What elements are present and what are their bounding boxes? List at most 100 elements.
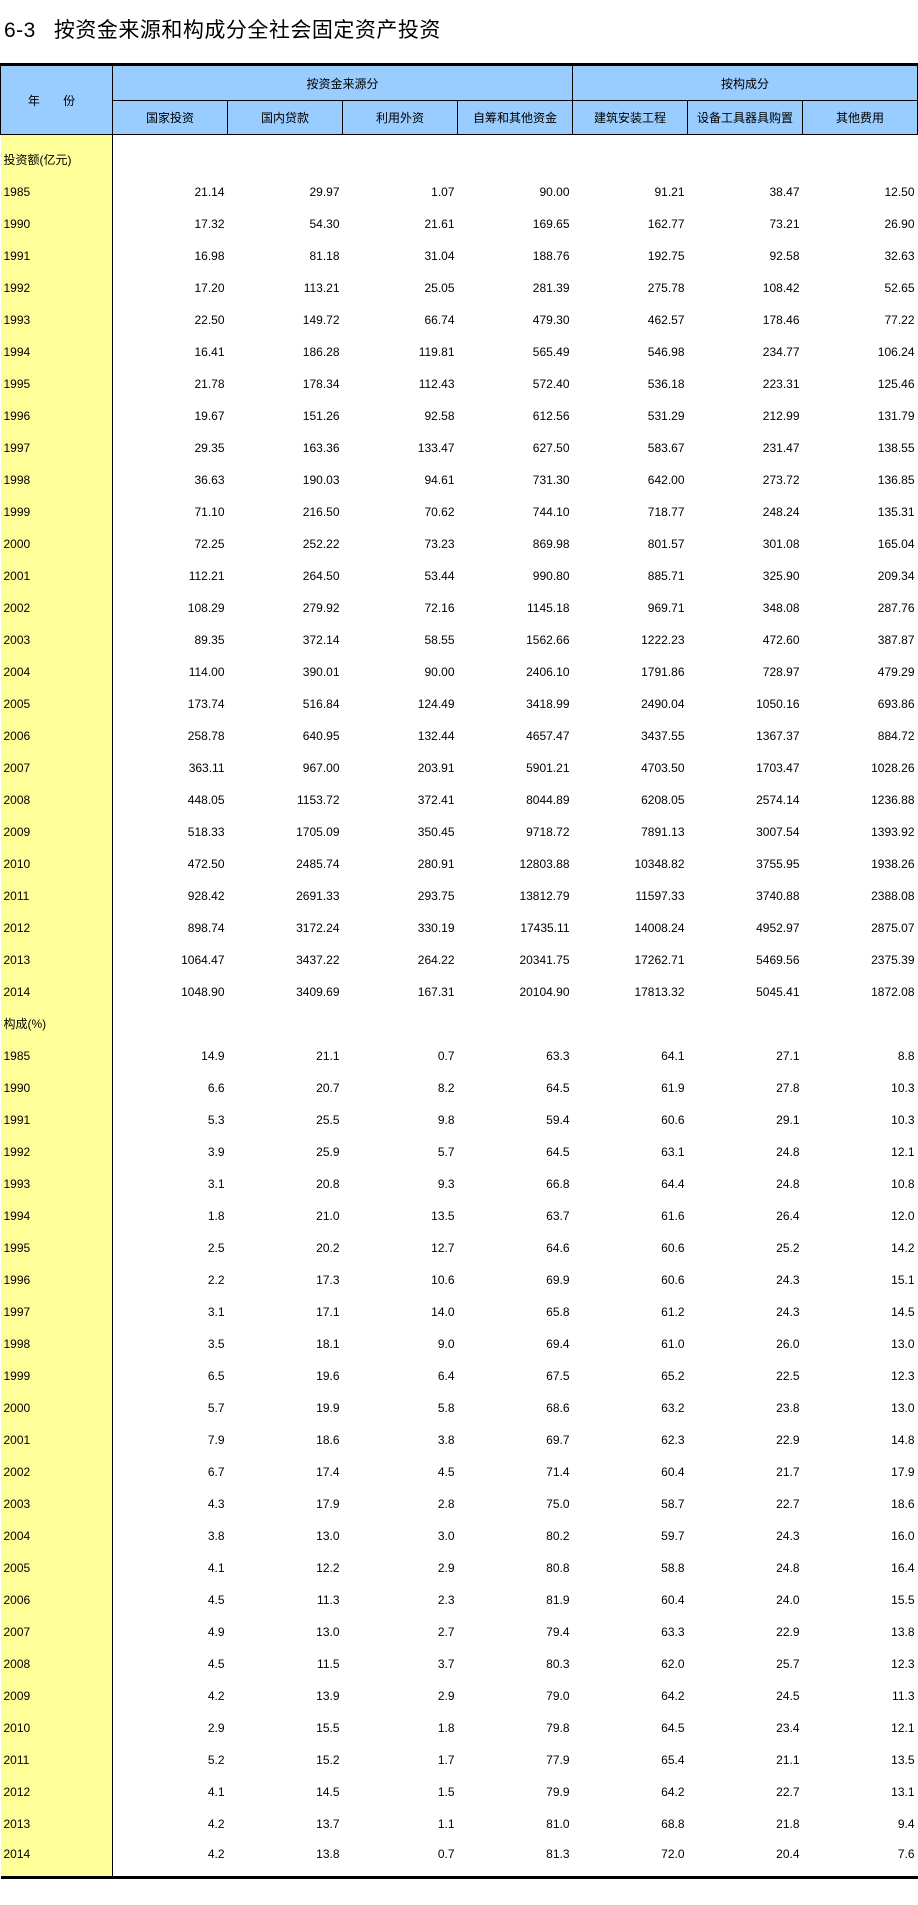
value-cell: 612.56 bbox=[532, 409, 570, 423]
value-cell: 13.7 bbox=[316, 1817, 340, 1831]
value-cell: 59.4 bbox=[546, 1113, 570, 1127]
value-cell: 66.74 bbox=[424, 313, 455, 327]
table-row: 1992 17.20 113.21 25.05 281.39 275.78 108.42 52… bbox=[0, 272, 918, 304]
year-cell: 1996 bbox=[0, 400, 113, 432]
table-row: 2000 72.25 252.22 73.23 869.98 801.57 301.08 16… bbox=[0, 528, 918, 560]
value-cell: 17.32 bbox=[194, 217, 225, 231]
value-cell: 79.0 bbox=[546, 1689, 570, 1703]
value-cell: 14.9 bbox=[201, 1049, 225, 1063]
year-cell: 1996 bbox=[0, 1264, 113, 1296]
year-cell: 2009 bbox=[0, 816, 113, 848]
value-cell: 4952.97 bbox=[756, 921, 800, 935]
table-row: 2004 114.00 390.01 90.00 2406.10 1791.86 728.9… bbox=[0, 656, 918, 688]
value-cell: 192.75 bbox=[647, 249, 685, 263]
value-cell: 14.5 bbox=[891, 1305, 915, 1319]
value-cell: 64.2 bbox=[661, 1785, 685, 1799]
value-cell: 372.41 bbox=[417, 793, 455, 807]
value-cell: 20104.90 bbox=[519, 985, 570, 999]
value-cell: 12.50 bbox=[884, 185, 915, 199]
value-cell: 63.2 bbox=[661, 1401, 685, 1415]
value-cell: 12.3 bbox=[891, 1369, 915, 1383]
value-cell: 22.7 bbox=[776, 1497, 800, 1511]
table-row: 2011 5.2 15.2 1.7 77.9 65.4 21.1 13.5 bbox=[0, 1744, 918, 1776]
value-cell: 13.5 bbox=[891, 1753, 915, 1767]
value-cell: 2406.10 bbox=[526, 665, 570, 679]
value-cell: 1050.16 bbox=[756, 697, 800, 711]
table-row: 1985 14.9 21.1 0.7 63.3 64.1 27.1 8.8 bbox=[0, 1040, 918, 1072]
value-cell: 25.05 bbox=[424, 281, 455, 295]
value-cell: 536.18 bbox=[647, 377, 685, 391]
year-cell: 1994 bbox=[0, 336, 113, 368]
value-cell: 3.5 bbox=[207, 1337, 225, 1351]
year-cell: 1992 bbox=[0, 1136, 113, 1168]
year-cell: 1994 bbox=[0, 1200, 113, 1232]
value-cell: 31.04 bbox=[424, 249, 455, 263]
value-cell: 4.5 bbox=[207, 1657, 225, 1671]
spacer-cell bbox=[113, 135, 918, 145]
table-body: 投资额(亿元) 1985 21.14 29.97 1.07 90.00 91.21 38.47… bbox=[0, 134, 918, 1879]
value-cell: 32.63 bbox=[884, 249, 915, 263]
value-cell: 60.6 bbox=[661, 1273, 685, 1287]
value-cell: 13.0 bbox=[316, 1625, 340, 1639]
value-cell: 348.08 bbox=[762, 601, 800, 615]
value-cell: 3.1 bbox=[207, 1305, 225, 1319]
value-cell: 627.50 bbox=[532, 441, 570, 455]
value-cell: 258.78 bbox=[187, 729, 225, 743]
value-cell: 72.0 bbox=[572, 1840, 688, 1879]
value-cell: 330.19 bbox=[417, 921, 455, 935]
value-cell: 151.26 bbox=[302, 409, 340, 423]
value-cell: 12803.88 bbox=[519, 857, 570, 871]
table-row: 1990 17.32 54.30 21.61 169.65 162.77 73.21 26.9… bbox=[0, 208, 918, 240]
value-cell: 279.92 bbox=[302, 601, 340, 615]
value-cell: 12.1 bbox=[891, 1145, 915, 1159]
year-cell: 2009 bbox=[0, 1680, 113, 1712]
value-cell: 1872.08 bbox=[871, 985, 915, 999]
value-cell: 387.87 bbox=[877, 633, 915, 647]
value-cell: 8044.89 bbox=[526, 793, 570, 807]
year-cell: 2011 bbox=[0, 1744, 113, 1776]
year-cell: 1985 bbox=[0, 176, 113, 208]
value-cell: 15.1 bbox=[891, 1273, 915, 1287]
table-row: 1992 3.9 25.9 5.7 64.5 63.1 24.8 12.1 bbox=[0, 1136, 918, 1168]
year-cell: 2013 bbox=[0, 944, 113, 976]
value-cell: 212.99 bbox=[762, 409, 800, 423]
value-cell: 731.30 bbox=[532, 473, 570, 487]
value-cell: 4703.50 bbox=[641, 761, 685, 775]
value-cell: 80.3 bbox=[546, 1657, 570, 1671]
table-row: 2014 1048.90 3409.69 167.31 20104.90 17813.32… bbox=[0, 976, 918, 1008]
table-row: 2008 4.5 11.5 3.7 80.3 62.0 25.7 12.3 bbox=[0, 1648, 918, 1680]
value-cell: 801.57 bbox=[647, 537, 685, 551]
year-cell: 2006 bbox=[0, 1584, 113, 1616]
value-cell: 72.25 bbox=[194, 537, 225, 551]
value-cell: 70.62 bbox=[424, 505, 455, 519]
value-cell: 71.4 bbox=[546, 1465, 570, 1479]
value-cell: 8.2 bbox=[437, 1081, 455, 1095]
column-header: 设备工具器具购置 bbox=[687, 100, 803, 135]
value-cell: 10.3 bbox=[891, 1081, 915, 1095]
value-cell: 18.6 bbox=[891, 1497, 915, 1511]
value-cell: 5469.56 bbox=[756, 953, 800, 967]
table-row: 2007 363.11 967.00 203.91 5901.21 4703.50 1703… bbox=[0, 752, 918, 784]
value-cell: 21.61 bbox=[424, 217, 455, 231]
value-cell: 22.9 bbox=[776, 1625, 800, 1639]
table-row: 1993 3.1 20.8 9.3 66.8 64.4 24.8 10.8 bbox=[0, 1168, 918, 1200]
value-cell: 69.7 bbox=[546, 1433, 570, 1447]
value-cell: 91.21 bbox=[654, 185, 685, 199]
year-cell: 1990 bbox=[0, 208, 113, 240]
column-header: 国内贷款 bbox=[227, 100, 343, 135]
value-cell: 363.11 bbox=[188, 761, 225, 775]
value-cell: 11.5 bbox=[317, 1657, 340, 1671]
value-cell: 1064.47 bbox=[181, 953, 225, 967]
value-cell: 0.7 bbox=[437, 1049, 455, 1063]
value-cell: 165.04 bbox=[877, 537, 915, 551]
spacer-cell bbox=[0, 134, 113, 144]
value-cell: 54.30 bbox=[309, 217, 340, 231]
table-row: 2004 3.8 13.0 3.0 80.2 59.7 24.3 16.0 bbox=[0, 1520, 918, 1552]
value-cell: 12.2 bbox=[316, 1561, 340, 1575]
value-cell: 64.5 bbox=[546, 1145, 570, 1159]
value-cell: 89.35 bbox=[194, 633, 225, 647]
value-cell: 113.21 bbox=[303, 281, 340, 295]
value-cell: 26.0 bbox=[776, 1337, 800, 1351]
value-cell: 24.3 bbox=[776, 1273, 800, 1287]
value-cell: 24.3 bbox=[776, 1529, 800, 1543]
